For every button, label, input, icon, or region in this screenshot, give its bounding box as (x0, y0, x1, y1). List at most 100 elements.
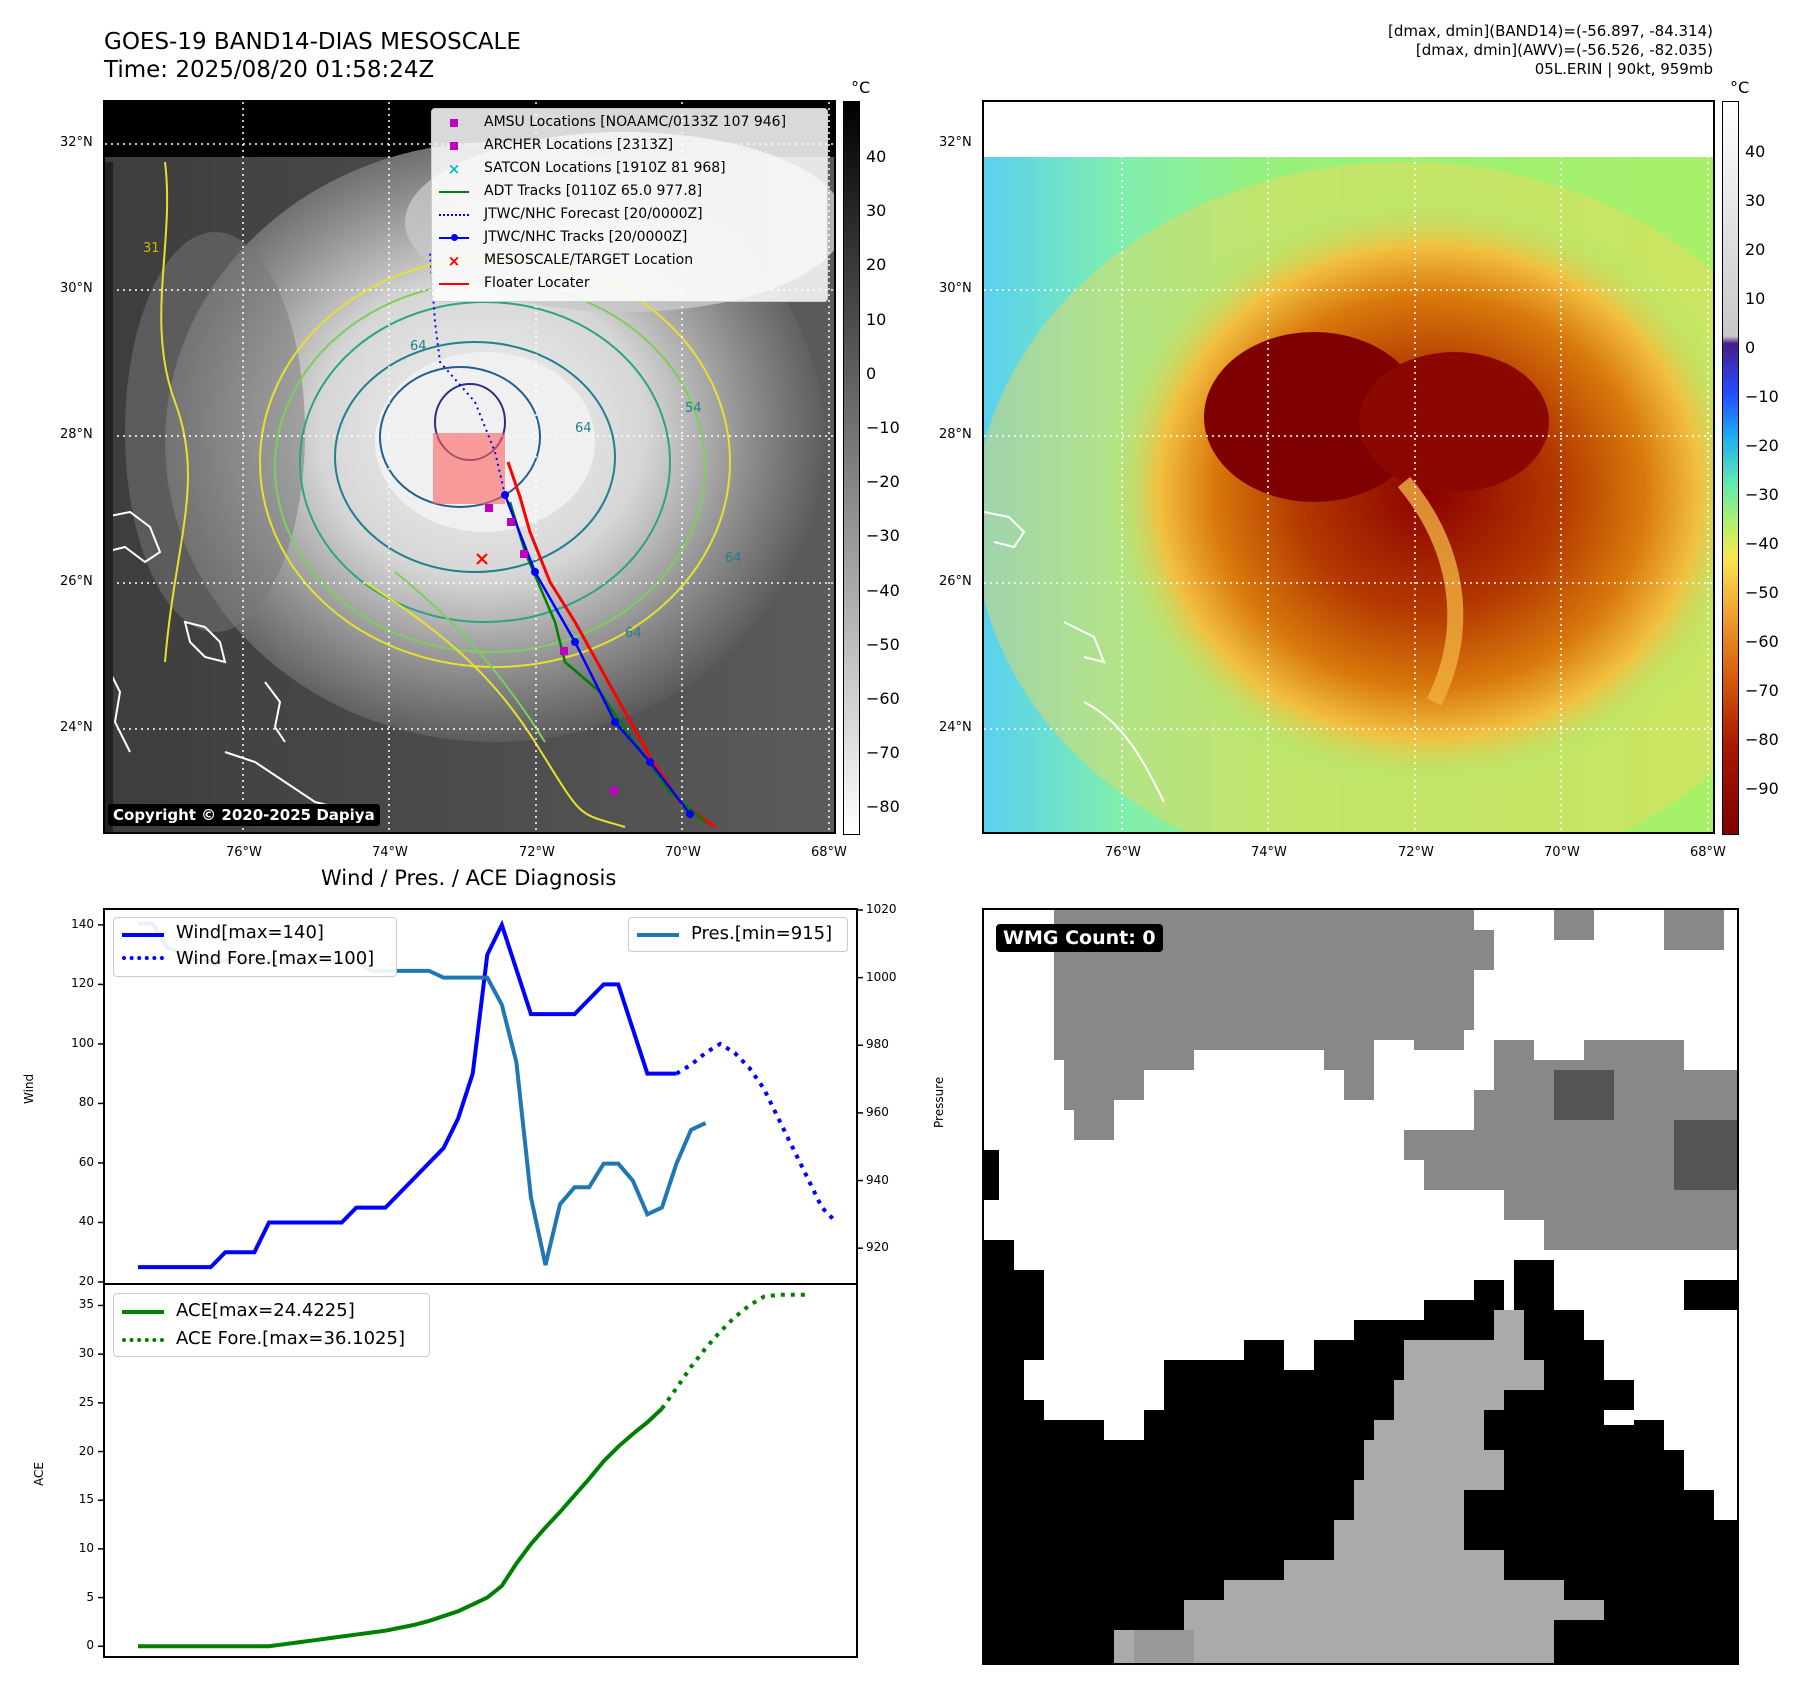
axis-tick-label: 30 (78, 1346, 94, 1361)
contour-label-4: 64 (575, 421, 592, 436)
colorbar-tick-label: −20 (866, 472, 900, 492)
colorbar-tick-label: −60 (866, 689, 900, 708)
coast-bahamas-2 (183, 620, 227, 664)
colorbar-tick-label: 20 (866, 255, 887, 275)
lon-label-76-left: 76°W (226, 845, 262, 860)
coast-bahamas-3 (264, 681, 286, 743)
map-legend-label: MESOSCALE/TARGET Location (484, 252, 694, 268)
wmg-dark-gray (1554, 1070, 1737, 1190)
awv-coast-bahamas (984, 511, 1026, 549)
map-legend-swatch (438, 205, 470, 225)
colorbar-tick-label: −30 (1745, 485, 1779, 504)
lat-label-28-left: 28°N (60, 427, 93, 442)
colorbar-color-unit: °C (1730, 78, 1750, 97)
lon-label-72-right: 72°W (1398, 845, 1434, 860)
colorbar-tick-label: 10 (866, 309, 887, 329)
colorbar-color (1722, 101, 1739, 835)
awv-core-west (1204, 332, 1424, 502)
lat-label-30-left: 30°N (60, 281, 93, 296)
map-legend-item: × SATCON Locations [1910Z 81 968] (438, 159, 818, 179)
axis-tick-label: 35 (78, 1297, 94, 1312)
axis-tick-label: 40 (78, 1214, 94, 1229)
pres-legend-label: Pres.[min=915] (691, 923, 833, 944)
colorbar-tick-label: 10 (1745, 289, 1766, 308)
contour-label-2: 64 (410, 339, 427, 354)
colorbar-tick-label: 0 (866, 363, 877, 383)
map-legend: AMSU Locations [NOAAMC/0133Z 107 946] ARC… (431, 108, 828, 302)
colorbar-tick-label: −80 (866, 797, 900, 817)
map-title-line2: Time: 2025/08/20 01:58:24Z (104, 57, 435, 83)
lat-label-28-right: 28°N (939, 427, 972, 442)
wmg-white-hole (1604, 1410, 1634, 1425)
map-legend-swatch (438, 182, 470, 202)
pres-legend: Pres.[min=915] (628, 917, 848, 952)
target-markers (476, 553, 488, 565)
info-line-awv: [dmax, dmin](AWV)=(-56.526, -82.035) (1415, 41, 1713, 59)
axis-tick-label: 60 (78, 1154, 94, 1169)
contour-west-yellow (160, 161, 189, 663)
target-box (433, 433, 505, 504)
colorbar-tick-label: −70 (1745, 681, 1779, 700)
lat-label-26-left: 26°N (60, 574, 93, 589)
awv-map-panel (982, 100, 1715, 834)
colorbar-tick-label: −10 (1745, 387, 1779, 406)
axis-tick-label: 1020 (866, 902, 897, 916)
map-legend-swatch: × (447, 252, 461, 270)
map-legend-label: AMSU Locations [NOAAMC/0133Z 107 946] (484, 114, 787, 130)
wind-fore-legend-label: Wind Fore.[max=100] (176, 948, 375, 969)
axis-tick-label: 940 (866, 1172, 889, 1187)
map-legend-swatch (438, 136, 470, 156)
map-legend-item: Floater Locater (438, 274, 818, 294)
map-legend-label: JTWC/NHC Forecast [20/0000Z] (484, 206, 703, 222)
contour-band-green (394, 571, 546, 743)
map-legend-label: JTWC/NHC Tracks [20/0000Z] (484, 229, 688, 245)
colorbar-tick-label: −30 (866, 526, 900, 546)
colorbar-tick-label: −60 (1745, 632, 1779, 651)
contour-teal (334, 341, 616, 573)
colorbar-tick-label: −50 (866, 634, 900, 654)
ace-fore-legend-swatch (122, 1338, 164, 1342)
colorbar-tick-label: 40 (1745, 142, 1766, 161)
ace-legend-label: ACE[max=24.4225] (176, 1300, 355, 1321)
axis-tick-label: 20 (78, 1443, 94, 1458)
nhc-track (503, 494, 691, 815)
ace-legend-swatch (122, 1310, 164, 1314)
colorbar-tick-label: −20 (1745, 436, 1779, 455)
contour-label-1: 31 (143, 241, 160, 256)
colorbar-tick-label: −90 (1745, 779, 1779, 798)
info-block: [dmax, dmin](BAND14)=(-56.897, -84.314) … (1388, 22, 1713, 79)
lat-label-30-right: 30°N (939, 281, 972, 296)
lat-label-26-right: 26°N (939, 574, 972, 589)
wind-axis-label: Wind (22, 1073, 36, 1104)
copyright-label: Copyright © 2020-2025 Dapiya (108, 804, 380, 826)
colorscale-dark-edge (105, 162, 113, 832)
wind-legend: Wind[max=140] Wind Fore.[max=100] (113, 917, 397, 977)
axis-tick-label: 80 (78, 1095, 94, 1110)
axis-tick-label: 920 (866, 1240, 889, 1255)
info-line-storm: 05L.ERIN | 90kt, 959mb (1534, 60, 1713, 78)
colorbar-gray (843, 101, 860, 835)
awv-rainband (1397, 476, 1464, 706)
contour-green (299, 301, 671, 623)
lat-label-24-right: 24°N (939, 720, 972, 735)
axis-tick-label: 20 (78, 1274, 94, 1288)
lon-label-74-left: 74°W (372, 845, 408, 860)
colorbar-tick-label: −10 (866, 418, 900, 437)
lon-label-72-left: 72°W (519, 845, 555, 860)
lon-label-70-left: 70°W (665, 845, 701, 860)
diagnosis-divider (103, 1283, 858, 1285)
map-legend-item: AMSU Locations [NOAAMC/0133Z 107 946] (438, 113, 818, 133)
axis-tick-label: 15 (78, 1492, 94, 1507)
wmg-black-lower (984, 1150, 1737, 1663)
awv-grid (984, 102, 1713, 832)
lat-label-32-left: 32°N (60, 135, 93, 150)
contour-label-5: 64 (725, 551, 742, 566)
map-legend-swatch (438, 113, 470, 133)
map-legend-item: ADT Tracks [0110Z 65.0 977.8] (438, 182, 818, 202)
contour-label-6: 64 (625, 626, 642, 641)
awv-core-east (1359, 352, 1549, 492)
colorbar-tick-label: 30 (866, 201, 887, 221)
diagnosis-title: Wind / Pres. / ACE Diagnosis (321, 866, 617, 890)
map-legend-label: Floater Locater (484, 275, 590, 291)
colorbar-tick-label: 40 (866, 147, 887, 166)
